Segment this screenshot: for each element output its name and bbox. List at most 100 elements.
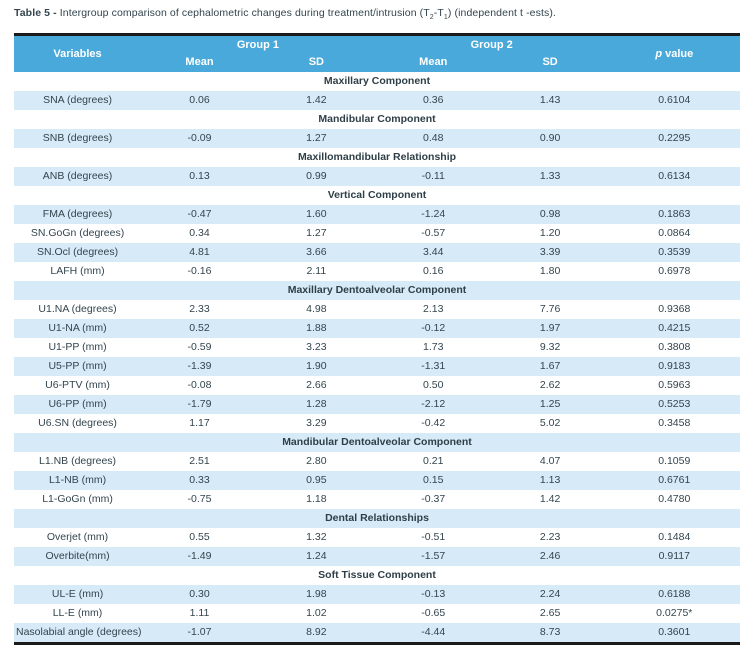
p-value-cell: 0.0275* [656, 607, 693, 619]
table-body: Maxillary Component SNA (degrees) 0.06 1.42… [14, 72, 740, 644]
p-value-cell: 0.5963 [658, 379, 691, 391]
p-value-cell: 0.0864 [658, 227, 691, 239]
p-value-cell: 0.4215 [658, 322, 691, 334]
group2-sd-cell: 2.23 [539, 531, 561, 543]
group2-mean-cell: 0.15 [423, 474, 444, 486]
group2-mean-cell: 0.16 [423, 265, 444, 277]
group2-mean-cell: -0.37 [421, 493, 446, 505]
section-label: Soft Tissue Component [318, 569, 436, 581]
group1-mean-cell: 0.06 [189, 94, 210, 106]
subscript-t1: 1 [443, 14, 448, 22]
group1-sd-cell: 1.18 [306, 493, 327, 505]
variable-cell: FMA (degrees) [42, 208, 113, 220]
group1-sd-cell: 8.92 [306, 626, 327, 638]
table-row: Nasolabial angle (degrees) -1.07 8.92 -4.44… [14, 623, 740, 644]
group1-mean-cell: 1.11 [189, 607, 210, 619]
group1-mean-cell: 0.13 [189, 170, 210, 182]
group1-sd-cell: 1.28 [306, 398, 327, 410]
group2-sd-cell: 1.97 [539, 322, 561, 334]
group1-sd-cell: 3.23 [306, 341, 327, 353]
variable-cell: U1-PP (mm) [48, 341, 107, 353]
column-header-group1: Group 1 [141, 34, 375, 54]
group1-sd-cell: 3.66 [306, 246, 327, 258]
column-header-sd-group1: SD [257, 54, 375, 72]
p-value-cell: 0.3458 [658, 417, 691, 429]
group1-mean-cell: -1.79 [187, 398, 212, 410]
group1-mean-cell: -1.07 [187, 626, 212, 638]
group2-sd-cell: 1.42 [539, 493, 561, 505]
table-row: SN.Ocl (degrees) 4.81 3.66 3.44 3.39 0.3539 [14, 243, 740, 262]
group2-sd-cell: 1.67 [539, 360, 561, 372]
group1-mean-cell: 2.33 [189, 303, 210, 315]
variable-cell: L1-NB (mm) [48, 474, 107, 486]
group2-sd-cell: 0.90 [539, 132, 561, 144]
group2-mean-cell: 0.36 [423, 94, 444, 106]
p-value-cell: 0.1863 [658, 208, 691, 220]
group2-mean-cell: -1.24 [421, 208, 446, 220]
group1-sd-cell: 1.60 [306, 208, 327, 220]
section-label: Mandibular Dentoalveolar Component [282, 436, 472, 448]
table-row: Overbite(mm) -1.49 1.24 -1.57 2.46 0.9117 [14, 547, 740, 566]
header-row-groups: Variables Group 1 Group 2 p value [14, 34, 740, 72]
variable-cell: ANB (degrees) [42, 170, 113, 182]
p-value-cell: 0.5253 [658, 398, 691, 410]
table-row: ANB (degrees) 0.13 0.99 -0.11 1.33 0.6134 [14, 167, 740, 186]
p-value-cell: 0.1484 [658, 531, 691, 543]
variable-cell: U6-PP (mm) [48, 398, 107, 410]
section-label: Mandibular Component [318, 113, 436, 125]
variable-cell: U1.NA (degrees) [38, 303, 117, 315]
group1-mean-cell: 0.30 [189, 588, 210, 600]
group2-mean-cell: -4.44 [421, 626, 446, 638]
group2-mean-cell: -0.13 [421, 588, 446, 600]
table-caption: Table 5 - Intergroup comparison of cepha… [14, 7, 740, 22]
table-row: Overjet (mm) 0.55 1.32 -0.51 2.23 0.1484 [14, 528, 740, 547]
group1-mean-cell: -0.47 [187, 208, 212, 220]
group2-mean-cell: -0.42 [421, 417, 446, 429]
group2-mean-cell: -0.57 [421, 227, 446, 239]
variable-cell: SN.GoGn (degrees) [30, 227, 125, 239]
group2-mean-cell: 0.21 [423, 455, 444, 467]
section-label: Maxillary Component [323, 75, 431, 87]
group2-sd-cell: 2.24 [539, 588, 561, 600]
group1-sd-cell: 4.98 [306, 303, 327, 315]
section-row: Soft Tissue Component [14, 566, 740, 585]
table-row: L1-NB (mm) 0.33 0.95 0.15 1.13 0.6761 [14, 471, 740, 490]
p-value-cell: 0.6761 [658, 474, 691, 486]
table-row: U1.NA (degrees) 2.33 4.98 2.13 7.76 0.9368 [14, 300, 740, 319]
group1-mean-cell: -1.49 [187, 550, 212, 562]
p-value-cell: 0.9183 [658, 360, 691, 372]
group1-sd-cell: 1.32 [306, 531, 327, 543]
group1-sd-cell: 1.90 [306, 360, 327, 372]
variable-cell: LAFH (mm) [50, 265, 105, 277]
group1-sd-cell: 0.99 [306, 170, 327, 182]
table-row: LL-E (mm) 1.11 1.02 -0.65 2.65 0.0275* [14, 604, 740, 623]
group1-mean-cell: -1.39 [187, 360, 212, 372]
group2-mean-cell: 0.48 [423, 132, 444, 144]
group2-sd-cell: 9.32 [539, 341, 561, 353]
group2-sd-cell: 4.07 [539, 455, 561, 467]
table-row: SN.GoGn (degrees) 0.34 1.27 -0.57 1.20 0.0864 [14, 224, 740, 243]
column-header-variables: Variables [14, 34, 142, 72]
header-row-stats: Mean SD Mean SD [14, 54, 740, 72]
column-header-group2: Group 2 [374, 34, 609, 54]
group2-sd-cell: 7.76 [539, 303, 561, 315]
group2-mean-cell: -2.12 [421, 398, 446, 410]
p-value-cell: 0.3601 [658, 626, 691, 638]
group2-sd-cell: 8.73 [539, 626, 561, 638]
group2-sd-cell: 1.13 [539, 474, 561, 486]
section-label: Maxillomandibular Relationship [297, 151, 457, 163]
group1-mean-cell: 1.17 [189, 417, 210, 429]
group2-sd-cell: 2.62 [539, 379, 561, 391]
p-value-cell: 0.6978 [658, 265, 691, 277]
section-row: Mandibular Dentoalveolar Component [14, 433, 740, 452]
table-row: SNA (degrees) 0.06 1.42 0.36 1.43 0.6104 [14, 91, 740, 110]
table-row: FMA (degrees) -0.47 1.60 -1.24 0.98 0.1863 [14, 205, 740, 224]
group2-mean-cell: 1.73 [423, 341, 444, 353]
variable-cell: U6.SN (degrees) [38, 417, 117, 429]
section-row: Maxillomandibular Relationship [14, 148, 740, 167]
variable-cell: SNA (degrees) [43, 94, 112, 106]
variable-cell: LL-E (mm) [52, 607, 103, 619]
group2-mean-cell: -0.11 [421, 170, 445, 182]
p-value-cell: 0.3808 [658, 341, 691, 353]
